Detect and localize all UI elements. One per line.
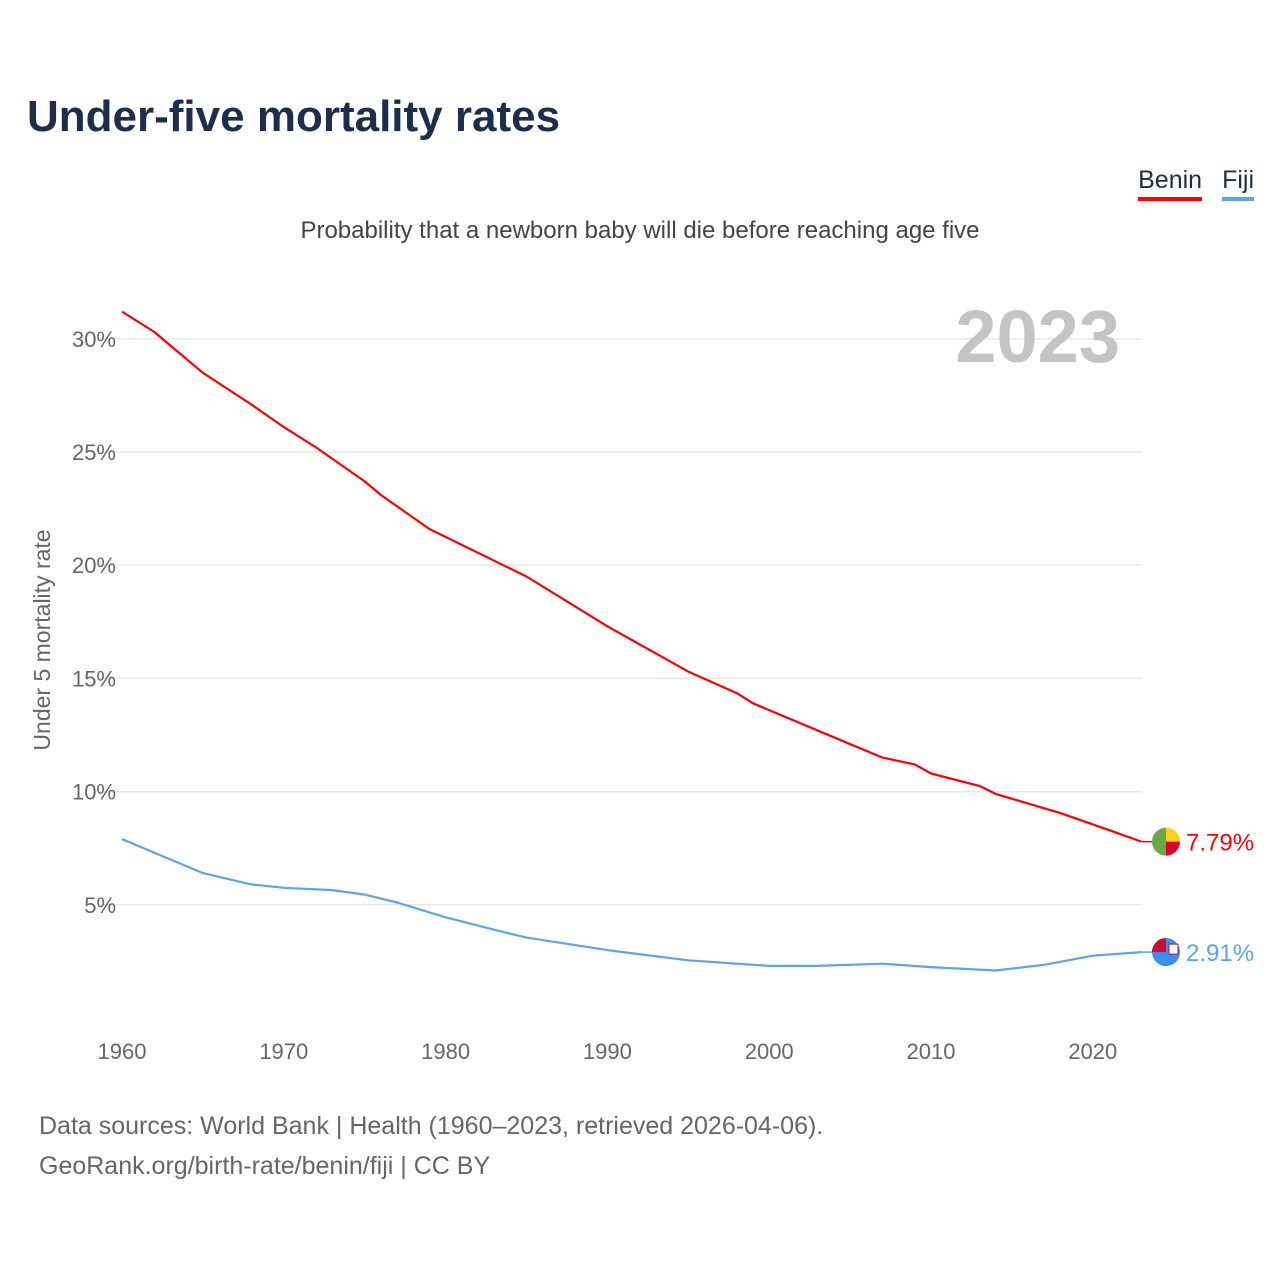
credit-line[interactable]: GeoRank.org/birth-rate/benin/fiji | CC B… [39, 1152, 491, 1180]
chart-title: Under-five mortality rates [27, 92, 561, 141]
source-note: Data sources: World Bank | Health (1960–… [39, 1106, 823, 1186]
x-tick-label: 1970 [259, 1039, 308, 1064]
x-tick-label: 2000 [745, 1039, 794, 1064]
series-line-fiji[interactable] [121, 838, 1142, 972]
fiji-flag-icon [1152, 938, 1180, 967]
y-tick-label: 30% [72, 327, 116, 352]
source-line: Data sources: World Bank | Health (1960–… [39, 1112, 824, 1140]
chart-subtitle: Probability that a newborn baby will die… [300, 217, 980, 244]
end-value-label: 2.91% [1186, 940, 1254, 967]
y-axis-label: Under 5 mortality rate [29, 529, 55, 750]
y-tick-label: 25% [72, 440, 116, 465]
benin-flag-icon [1152, 827, 1181, 856]
x-tick-label: 2020 [1068, 1039, 1117, 1064]
series-line-benin[interactable] [121, 310, 1142, 843]
x-tick-label: 1990 [583, 1039, 632, 1064]
y-tick-label: 20% [72, 553, 116, 578]
legend-item-benin[interactable]: Benin [1138, 166, 1203, 201]
x-tick-label: 1980 [421, 1039, 470, 1064]
x-tick-label: 2010 [907, 1039, 956, 1064]
end-value-label: 7.79% [1186, 830, 1254, 857]
legend: Benin Fiji [1138, 166, 1254, 201]
y-tick-label: 15% [72, 666, 116, 691]
year-watermark: 2023 [955, 295, 1120, 378]
legend-item-fiji[interactable]: Fiji [1222, 166, 1254, 201]
y-tick-label: 10% [72, 780, 116, 805]
x-tick-label: 1960 [98, 1039, 147, 1064]
y-tick-label: 5% [84, 893, 116, 918]
